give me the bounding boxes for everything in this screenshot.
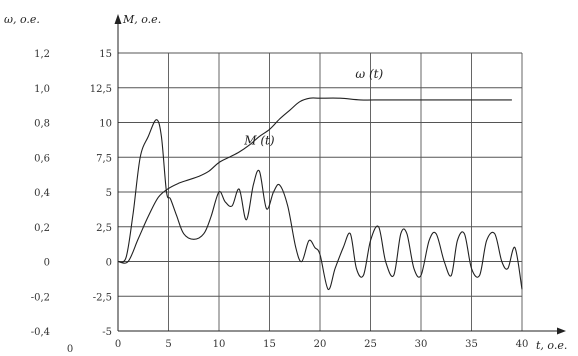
omega-series-line	[117, 97, 512, 264]
x-tick-label: 10	[213, 339, 226, 350]
axis-layer	[114, 14, 566, 335]
y-left-tick-label: 0,6	[34, 153, 50, 164]
m-curve-label: M (t)	[243, 133, 275, 147]
m-series-line	[117, 119, 523, 290]
y-right-tick-label: 12,5	[90, 84, 112, 95]
y-right-tick-label: 7,5	[96, 153, 112, 164]
y-left-tick-label: 1,2	[34, 49, 50, 60]
y-left-tick-label: 0,8	[34, 119, 50, 130]
x-tick-label: 15	[263, 339, 276, 350]
x-tick-label: 5	[165, 339, 171, 350]
x-tick-label: 0	[115, 339, 121, 350]
x-origin-label: 0	[67, 344, 73, 355]
x-axis-arrow-icon	[557, 327, 566, 335]
y-right-tick-label: 10	[99, 119, 112, 130]
y-axis-arrow-icon	[114, 14, 122, 24]
y-left-tick-label: 0	[44, 258, 50, 269]
y-left-tick-label: 1,0	[34, 84, 50, 95]
omega-curve-label: ω (t)	[355, 67, 383, 81]
y-left-tick-label: 0,2	[34, 223, 50, 234]
series-layer	[117, 97, 523, 290]
x-tick-label: 35	[465, 339, 478, 350]
x-tick-label: 30	[415, 339, 428, 350]
ticks-layer: 1,2 15 1,0 12,5 0,8 10 0,6 7,5 0,4 5 0,2 2,5 0 0 -0,2 -…	[31, 49, 529, 355]
x-axis-label: t, o.e.	[536, 339, 567, 352]
y-right-tick-label: 0	[106, 258, 112, 269]
y-left-tick-label: -0,4	[31, 327, 50, 338]
y-left-tick-label: 0,4	[34, 188, 50, 199]
y-right-tick-label: 15	[99, 49, 112, 60]
y-right-tick-label: 5	[106, 188, 112, 199]
y-right-tick-label: 2,5	[96, 223, 112, 234]
x-tick-label: 25	[364, 339, 377, 350]
grid-layer	[118, 52, 523, 331]
y-left-axis-label: ω, o.e.	[4, 13, 40, 26]
y-right-tick-label: -5	[102, 327, 112, 338]
y-left-tick-label: -0,2	[31, 292, 50, 303]
x-tick-label: 40	[516, 339, 529, 350]
x-tick-label: 20	[314, 339, 327, 350]
y-right-tick-label: -2,5	[93, 292, 112, 303]
y-right-axis-label: M, o.e.	[122, 13, 161, 26]
